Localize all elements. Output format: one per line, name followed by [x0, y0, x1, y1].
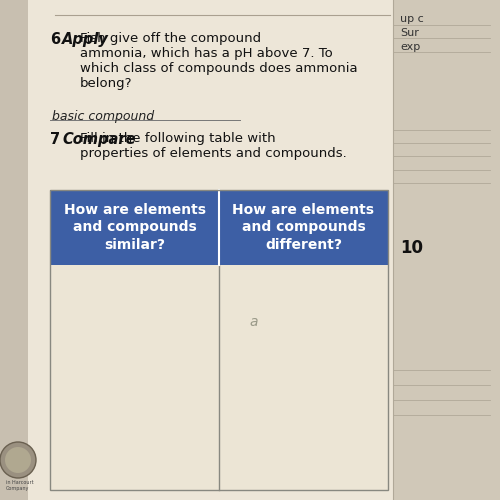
Text: exp: exp — [400, 42, 420, 52]
Text: Fill in the following table with
properties of elements and compounds.: Fill in the following table with propert… — [80, 132, 347, 160]
Text: 7: 7 — [50, 132, 60, 147]
Text: 10: 10 — [400, 239, 423, 257]
Bar — [50, 190, 388, 265]
Bar — [28, 0, 393, 500]
Text: Compare: Compare — [62, 132, 136, 147]
Text: Fish give off the compound
ammonia, which has a pH above 7. To
which class of co: Fish give off the compound ammonia, whic… — [80, 32, 357, 90]
Text: up c: up c — [400, 14, 424, 24]
Text: How are elements
and compounds
different?: How are elements and compounds different… — [232, 202, 374, 252]
Text: Apply: Apply — [62, 32, 109, 47]
Bar — [50, 190, 388, 490]
Text: a: a — [249, 315, 258, 329]
Text: Sur: Sur — [400, 28, 419, 38]
Bar — [393, 0, 500, 500]
Circle shape — [0, 442, 36, 478]
Text: basic compound: basic compound — [52, 110, 154, 123]
Text: 6: 6 — [50, 32, 60, 47]
Circle shape — [5, 447, 31, 473]
Text: How are elements
and compounds
similar?: How are elements and compounds similar? — [64, 202, 206, 252]
Bar — [50, 265, 388, 490]
Text: in Harcourt
Company: in Harcourt Company — [6, 480, 34, 491]
Bar — [0, 0, 28, 500]
